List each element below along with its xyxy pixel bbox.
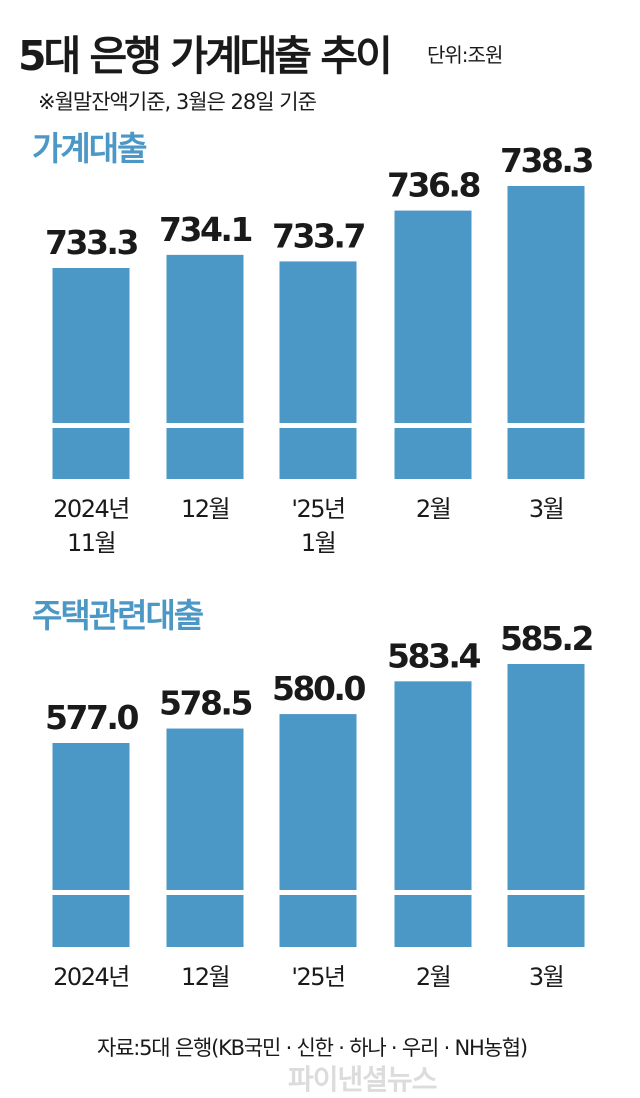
household-bar [166, 254, 244, 479]
housing-tick-label: 3월 [529, 963, 563, 990]
household-value-label: 733.7 [272, 216, 364, 255]
page-title: 5대 은행 가계대출 추이 [18, 32, 393, 80]
household-section-title: 가계대출 [32, 129, 147, 168]
household-value-label: 733.3 [45, 223, 137, 262]
housing-tick-label: 12월 [181, 963, 229, 990]
housing-bar [279, 714, 357, 947]
household-value-label: 736.8 [387, 166, 479, 205]
housing-axis-break [278, 890, 358, 895]
household-bar [394, 210, 472, 479]
household-loan-chart: 가계대출 733.3 734.1 733.7 736.8 738.3 2024년 11월 12월… [32, 129, 595, 557]
housing-axis-break [506, 890, 586, 895]
housing-bar [507, 664, 585, 947]
housing-axis-break [165, 890, 245, 895]
housing-value-label: 580.0 [272, 669, 365, 708]
household-bar [507, 186, 585, 479]
housing-value-label: 577.0 [45, 698, 138, 737]
housing-axis-break [393, 890, 473, 895]
household-tick-label: 2월 [416, 495, 450, 523]
household-value-label: 734.1 [159, 210, 251, 249]
housing-value-label: 585.2 [500, 619, 592, 658]
housing-section-title: 주택관련대출 [32, 596, 204, 635]
household-axis-break [165, 423, 245, 428]
unit-label: 단위:조원 [427, 43, 503, 67]
note-text: ※월말잔액기준, 3월은 28일 기준 [38, 90, 317, 114]
housing-bar [394, 681, 472, 947]
housing-bar [166, 728, 244, 947]
household-axis-break [51, 423, 131, 428]
household-tick-label: 12월 [181, 495, 229, 523]
watermark-logo: 파이낸셜뉴스 [288, 1063, 438, 1096]
household-axis-break [506, 423, 586, 428]
housing-value-label: 583.4 [387, 636, 480, 675]
source-text: 자료:5대 은행(KB국민 · 신한 · 하나 · 우리 · NH농협) [97, 1036, 528, 1060]
housing-bar [52, 743, 130, 947]
household-tick-label: '25년 1월 [291, 495, 344, 557]
housing-axis-break [51, 890, 131, 895]
housing-tick-label: 2월 [416, 963, 450, 990]
household-bar [279, 261, 357, 479]
household-axis-break [278, 423, 358, 428]
household-tick-label: 3월 [529, 495, 563, 523]
housing-value-label: 578.5 [159, 684, 251, 723]
household-axis-break [393, 423, 473, 428]
household-value-label: 738.3 [500, 141, 592, 180]
household-tick-label: 2024년 11월 [53, 495, 129, 557]
household-bar [52, 268, 130, 479]
